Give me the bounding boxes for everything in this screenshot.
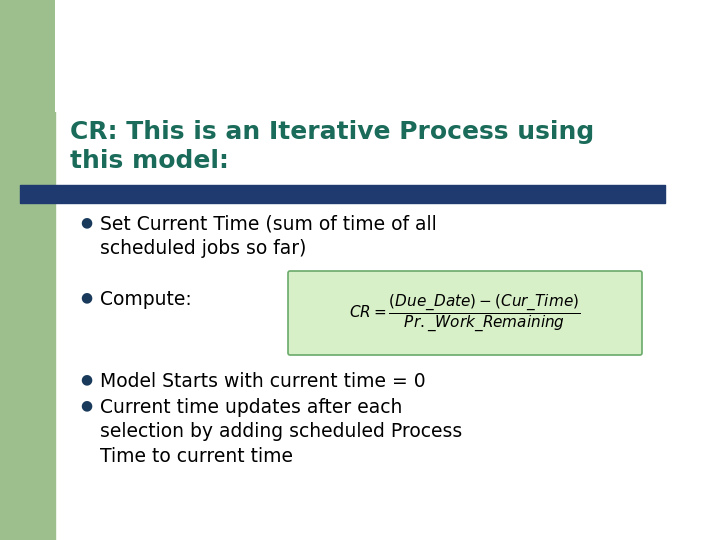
Bar	[0, 0, 185, 110]
Text: Compute:: Compute:	[100, 290, 192, 309]
Text: ●: ●	[80, 372, 92, 386]
Text: CR: This is an Iterative Process using
this model:: CR: This is an Iterative Process using t…	[70, 120, 594, 173]
FancyBboxPatch shape	[288, 271, 642, 355]
Text: ●: ●	[80, 398, 92, 412]
Bar	[0, 0, 55, 540]
Text: Model Starts with current time = 0: Model Starts with current time = 0	[100, 372, 426, 391]
Text: Current time updates after each
selection by adding scheduled Process
Time to cu: Current time updates after each selectio…	[100, 398, 462, 465]
Text: $CR = \dfrac{(Due\_Date) - (Cur\_Time)}{Pr.\_Work\_Remaining}$: $CR = \dfrac{(Due\_Date) - (Cur\_Time)}{…	[349, 292, 580, 334]
Text: Set Current Time (sum of time of all
scheduled jobs so far): Set Current Time (sum of time of all sch…	[100, 215, 437, 258]
FancyBboxPatch shape	[55, 0, 720, 112]
Text: ●: ●	[80, 290, 92, 304]
FancyBboxPatch shape	[20, 185, 665, 203]
Bar	[20, 185, 665, 203]
Text: ●: ●	[80, 215, 92, 229]
